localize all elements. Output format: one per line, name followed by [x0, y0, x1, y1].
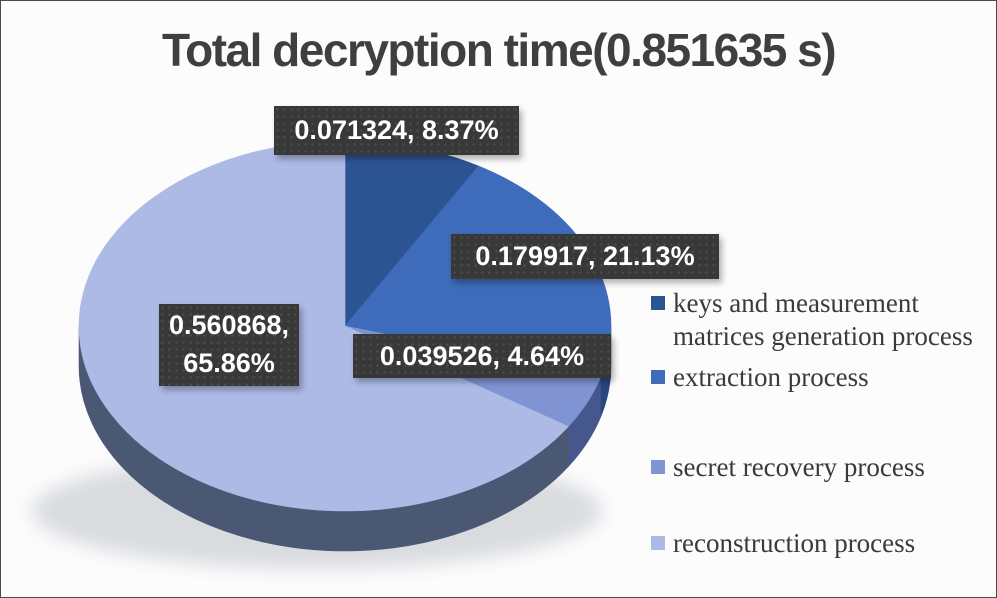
- data-label-reconstruction: 0.560868, 65.86%: [159, 304, 299, 386]
- chart-title: Total decryption time(0.851635 s): [161, 24, 837, 76]
- data-label-extraction: 0.179917, 21.13%: [451, 234, 719, 279]
- legend-swatch-reconstruction: [651, 536, 665, 550]
- legend-item-extraction: extraction process: [651, 361, 985, 394]
- legend-label: reconstruction process: [673, 528, 916, 558]
- chart-legend: keys and measurement matrices generation…: [651, 1, 991, 597]
- legend-item-secret-recovery: secret recovery process: [651, 451, 985, 484]
- legend-item-keys-generation: keys and measurement matrices generation…: [651, 287, 985, 353]
- legend-item-reconstruction: reconstruction process: [651, 527, 985, 560]
- data-label-secret-recovery: 0.039526, 4.64%: [353, 334, 611, 378]
- legend-label: secret recovery process: [673, 452, 925, 482]
- data-label-keys-generation: 0.071324, 8.37%: [274, 106, 519, 155]
- legend-swatch-keys-generation: [651, 296, 665, 310]
- pie-slice: [78, 140, 569, 512]
- legend-swatch-extraction: [651, 370, 665, 384]
- legend-label: extraction process: [673, 362, 869, 392]
- legend-label: keys and measurement matrices generation…: [673, 288, 973, 351]
- legend-swatch-secret-recovery: [651, 460, 665, 474]
